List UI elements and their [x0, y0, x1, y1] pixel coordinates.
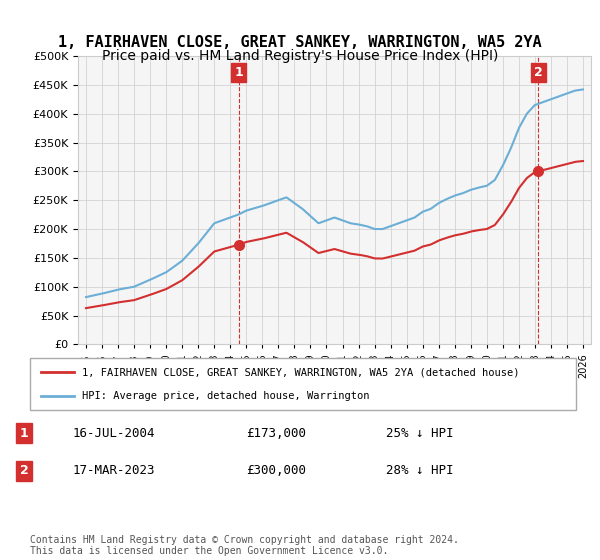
Text: 2: 2 [534, 66, 542, 78]
Text: £300,000: £300,000 [246, 464, 306, 477]
Text: 2: 2 [20, 464, 28, 477]
Text: £173,000: £173,000 [246, 427, 306, 440]
Text: Price paid vs. HM Land Registry's House Price Index (HPI): Price paid vs. HM Land Registry's House … [102, 49, 498, 63]
Text: HPI: Average price, detached house, Warrington: HPI: Average price, detached house, Warr… [82, 391, 370, 401]
Text: 25% ↓ HPI: 25% ↓ HPI [386, 427, 454, 440]
Text: 1: 1 [235, 66, 244, 78]
Text: 16-JUL-2004: 16-JUL-2004 [73, 427, 155, 440]
Text: 1, FAIRHAVEN CLOSE, GREAT SANKEY, WARRINGTON, WA5 2YA (detached house): 1, FAIRHAVEN CLOSE, GREAT SANKEY, WARRIN… [82, 367, 520, 377]
Text: 1, FAIRHAVEN CLOSE, GREAT SANKEY, WARRINGTON, WA5 2YA: 1, FAIRHAVEN CLOSE, GREAT SANKEY, WARRIN… [58, 35, 542, 50]
Text: 28% ↓ HPI: 28% ↓ HPI [386, 464, 454, 477]
Text: Contains HM Land Registry data © Crown copyright and database right 2024.
This d: Contains HM Land Registry data © Crown c… [30, 535, 459, 557]
Text: 1: 1 [20, 427, 28, 440]
Text: 17-MAR-2023: 17-MAR-2023 [73, 464, 155, 477]
